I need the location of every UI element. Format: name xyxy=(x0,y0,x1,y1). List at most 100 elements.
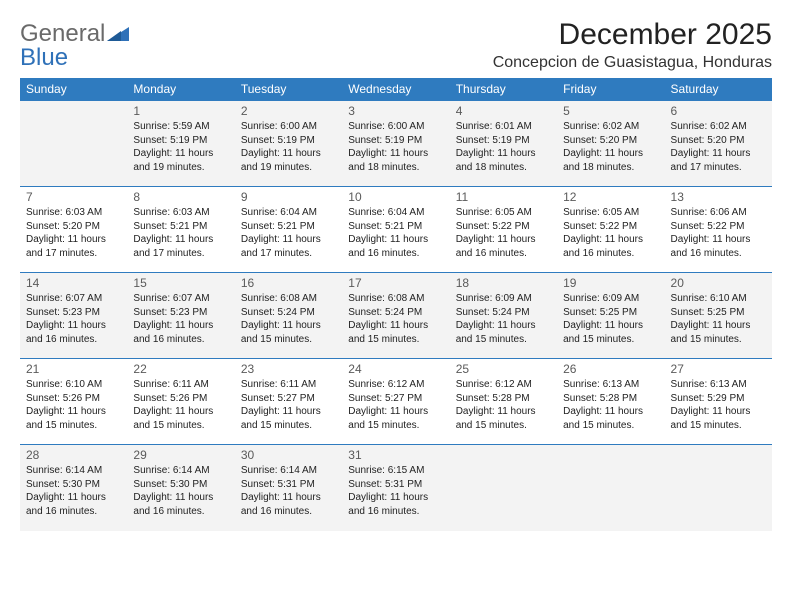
day-number: 6 xyxy=(671,104,766,118)
day-detail: Sunrise: 6:03 AMSunset: 5:20 PMDaylight:… xyxy=(26,206,121,260)
day-number: 25 xyxy=(456,362,551,376)
day-day: Daylight: 11 hours and 18 minutes. xyxy=(348,147,443,174)
calendar-cell: 1Sunrise: 5:59 AMSunset: 5:19 PMDaylight… xyxy=(127,101,234,187)
day-day: Daylight: 11 hours and 16 minutes. xyxy=(456,233,551,260)
day-day: Daylight: 11 hours and 15 minutes. xyxy=(348,319,443,346)
day-sunset: Sunset: 5:28 PM xyxy=(456,392,551,406)
calendar-cell: 24Sunrise: 6:12 AMSunset: 5:27 PMDayligh… xyxy=(342,359,449,445)
day-detail: Sunrise: 6:07 AMSunset: 5:23 PMDaylight:… xyxy=(26,292,121,346)
calendar-cell: 21 Sunrise: 6:10 AMSunset: 5:26 PMDayligh… xyxy=(20,359,127,445)
day-sunset: Sunset: 5:23 PM xyxy=(26,306,121,320)
day-sunrise: Sunrise: 6:13 AM xyxy=(563,378,658,392)
day-day: Daylight: 11 hours and 15 minutes. xyxy=(26,405,121,432)
calendar-week: 7 Sunrise: 6:03 AMSunset: 5:20 PMDaylight… xyxy=(20,187,772,273)
day-sunset: Sunset: 5:30 PM xyxy=(26,478,121,492)
day-number: 2 xyxy=(241,104,336,118)
day-header: Wednesday xyxy=(342,78,449,101)
day-sunrise: Sunrise: 6:07 AM xyxy=(26,292,121,306)
day-number: 28 xyxy=(26,448,121,462)
day-day: Daylight: 11 hours and 15 minutes. xyxy=(348,405,443,432)
day-day: Daylight: 11 hours and 16 minutes. xyxy=(26,491,121,518)
day-detail: Sunrise: 6:08 AMSunset: 5:24 PMDaylight:… xyxy=(241,292,336,346)
day-day: Daylight: 11 hours and 15 minutes. xyxy=(133,405,228,432)
day-sunrise: Sunrise: 6:10 AM xyxy=(671,292,766,306)
calendar-cell: 14Sunrise: 6:07 AMSunset: 5:23 PMDayligh… xyxy=(20,273,127,359)
day-detail: Sunrise: 6:01 AMSunset: 5:19 PMDaylight:… xyxy=(456,120,551,174)
day-detail: Sunrise: 6:12 AMSunset: 5:28 PMDaylight:… xyxy=(456,378,551,432)
calendar-week: 14Sunrise: 6:07 AMSunset: 5:23 PMDayligh… xyxy=(20,273,772,359)
day-day: Daylight: 11 hours and 16 minutes. xyxy=(671,233,766,260)
day-number: 30 xyxy=(241,448,336,462)
day-sunset: Sunset: 5:23 PM xyxy=(133,306,228,320)
day-detail: Sunrise: 6:11 AMSunset: 5:27 PMDaylight:… xyxy=(241,378,336,432)
day-day: Daylight: 11 hours and 16 minutes. xyxy=(133,491,228,518)
day-detail: Sunrise: 6:14 AMSunset: 5:30 PMDaylight:… xyxy=(26,464,121,518)
day-sunrise: Sunrise: 6:01 AM xyxy=(456,120,551,134)
calendar-cell xyxy=(557,445,664,531)
calendar-cell: 4 Sunrise: 6:01 AMSunset: 5:19 PMDaylight… xyxy=(450,101,557,187)
calendar-cell: 3Sunrise: 6:00 AMSunset: 5:19 PMDaylight… xyxy=(342,101,449,187)
calendar-cell: 7 Sunrise: 6:03 AMSunset: 5:20 PMDaylight… xyxy=(20,187,127,273)
day-number: 21 xyxy=(26,362,121,376)
day-sunset: Sunset: 5:19 PM xyxy=(133,134,228,148)
day-sunrise: Sunrise: 6:08 AM xyxy=(241,292,336,306)
day-detail: Sunrise: 6:03 AMSunset: 5:21 PMDaylight:… xyxy=(133,206,228,260)
day-sunset: Sunset: 5:26 PM xyxy=(133,392,228,406)
day-number: 29 xyxy=(133,448,228,462)
day-sunset: Sunset: 5:19 PM xyxy=(348,134,443,148)
day-header: Monday xyxy=(127,78,234,101)
month-title: December 2025 xyxy=(493,18,772,52)
calendar-cell: 30Sunrise: 6:14 AMSunset: 5:31 PMDayligh… xyxy=(235,445,342,531)
day-day: Daylight: 11 hours and 19 minutes. xyxy=(133,147,228,174)
day-sunrise: Sunrise: 6:14 AM xyxy=(241,464,336,478)
day-sunrise: Sunrise: 6:04 AM xyxy=(241,206,336,220)
day-sunset: Sunset: 5:20 PM xyxy=(671,134,766,148)
calendar-cell xyxy=(665,445,772,531)
day-day: Daylight: 11 hours and 16 minutes. xyxy=(133,319,228,346)
day-sunset: Sunset: 5:22 PM xyxy=(671,220,766,234)
day-detail: Sunrise: 6:04 AMSunset: 5:21 PMDaylight:… xyxy=(241,206,336,260)
day-detail: Sunrise: 6:14 AMSunset: 5:30 PMDaylight:… xyxy=(133,464,228,518)
logo: General Blue xyxy=(20,18,129,70)
day-sunrise: Sunrise: 6:12 AM xyxy=(456,378,551,392)
day-day: Daylight: 11 hours and 15 minutes. xyxy=(563,405,658,432)
day-number: 1 xyxy=(133,104,228,118)
day-detail: Sunrise: 6:13 AMSunset: 5:28 PMDaylight:… xyxy=(563,378,658,432)
day-day: Daylight: 11 hours and 19 minutes. xyxy=(241,147,336,174)
day-detail: Sunrise: 6:00 AMSunset: 5:19 PMDaylight:… xyxy=(348,120,443,174)
calendar-cell: 6 Sunrise: 6:02 AMSunset: 5:20 PMDaylight… xyxy=(665,101,772,187)
day-detail: Sunrise: 6:09 AMSunset: 5:24 PMDaylight:… xyxy=(456,292,551,346)
day-detail: Sunrise: 6:02 AMSunset: 5:20 PMDaylight:… xyxy=(671,120,766,174)
calendar-cell: 26Sunrise: 6:13 AMSunset: 5:28 PMDayligh… xyxy=(557,359,664,445)
day-sunset: Sunset: 5:21 PM xyxy=(348,220,443,234)
day-sunset: Sunset: 5:27 PM xyxy=(241,392,336,406)
calendar-cell: 10Sunrise: 6:04 AMSunset: 5:21 PMDayligh… xyxy=(342,187,449,273)
day-detail: Sunrise: 6:05 AMSunset: 5:22 PMDaylight:… xyxy=(563,206,658,260)
day-day: Daylight: 11 hours and 15 minutes. xyxy=(241,405,336,432)
day-sunset: Sunset: 5:21 PM xyxy=(241,220,336,234)
day-number: 4 xyxy=(456,104,551,118)
calendar-cell: 20Sunrise: 6:10 AMSunset: 5:25 PMDayligh… xyxy=(665,273,772,359)
calendar-cell: 27Sunrise: 6:13 AMSunset: 5:29 PMDayligh… xyxy=(665,359,772,445)
day-detail: Sunrise: 6:09 AMSunset: 5:25 PMDaylight:… xyxy=(563,292,658,346)
day-sunrise: Sunrise: 6:09 AM xyxy=(563,292,658,306)
day-detail: Sunrise: 6:10 AMSunset: 5:26 PMDaylight:… xyxy=(26,378,121,432)
day-sunset: Sunset: 5:22 PM xyxy=(563,220,658,234)
calendar-cell xyxy=(450,445,557,531)
header: General Blue December 2025 Concepcion de… xyxy=(20,18,772,72)
day-number: 7 xyxy=(26,190,121,204)
day-day: Daylight: 11 hours and 16 minutes. xyxy=(348,233,443,260)
logo-text-1: General xyxy=(20,20,105,47)
day-number: 8 xyxy=(133,190,228,204)
day-number: 16 xyxy=(241,276,336,290)
day-header: Friday xyxy=(557,78,664,101)
day-sunrise: Sunrise: 6:05 AM xyxy=(563,206,658,220)
day-day: Daylight: 11 hours and 16 minutes. xyxy=(563,233,658,260)
day-sunset: Sunset: 5:24 PM xyxy=(348,306,443,320)
day-sunrise: Sunrise: 6:00 AM xyxy=(241,120,336,134)
day-sunset: Sunset: 5:24 PM xyxy=(241,306,336,320)
calendar-body: 1Sunrise: 5:59 AMSunset: 5:19 PMDaylight… xyxy=(20,101,772,531)
day-detail: Sunrise: 6:08 AMSunset: 5:24 PMDaylight:… xyxy=(348,292,443,346)
day-sunset: Sunset: 5:20 PM xyxy=(26,220,121,234)
day-number: 11 xyxy=(456,190,551,204)
